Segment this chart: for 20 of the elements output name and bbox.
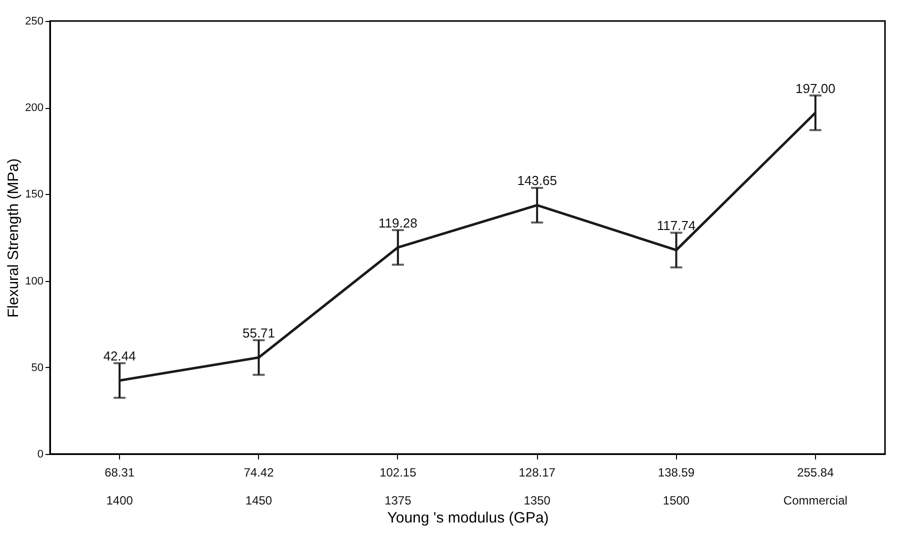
- data-label: 143.65: [517, 173, 557, 188]
- data-label: 42.44: [103, 348, 136, 364]
- y-axis-title: Flexural Strength (MPa): [5, 158, 22, 318]
- x-tick-label: 128.17 1350: [518, 466, 556, 508]
- x-tick-label: 68.31 1400: [104, 466, 135, 508]
- x-axis-title: Young 's modulus (GPa): [387, 510, 549, 526]
- y-tick-label: 100: [25, 275, 44, 288]
- y-tick-label: 250: [25, 16, 44, 28]
- y-tick-label: 200: [25, 102, 44, 114]
- x-tick-label: 74.42 1450: [244, 466, 274, 508]
- y-tick-label: 150: [25, 188, 44, 201]
- y-tick-label: 0: [37, 448, 44, 460]
- data-label: 119.28: [378, 215, 418, 230]
- y-tick-label: 50: [31, 362, 44, 374]
- x-tick-label: 138.59 1500: [658, 466, 695, 508]
- data-label: 55.71: [242, 326, 276, 341]
- x-tick-label: 102.15 1375: [380, 466, 417, 508]
- data-label: 117.74: [656, 218, 696, 234]
- x-tick-label: 255.84 Commercial: [783, 466, 848, 508]
- data-label: 197.00: [796, 80, 836, 96]
